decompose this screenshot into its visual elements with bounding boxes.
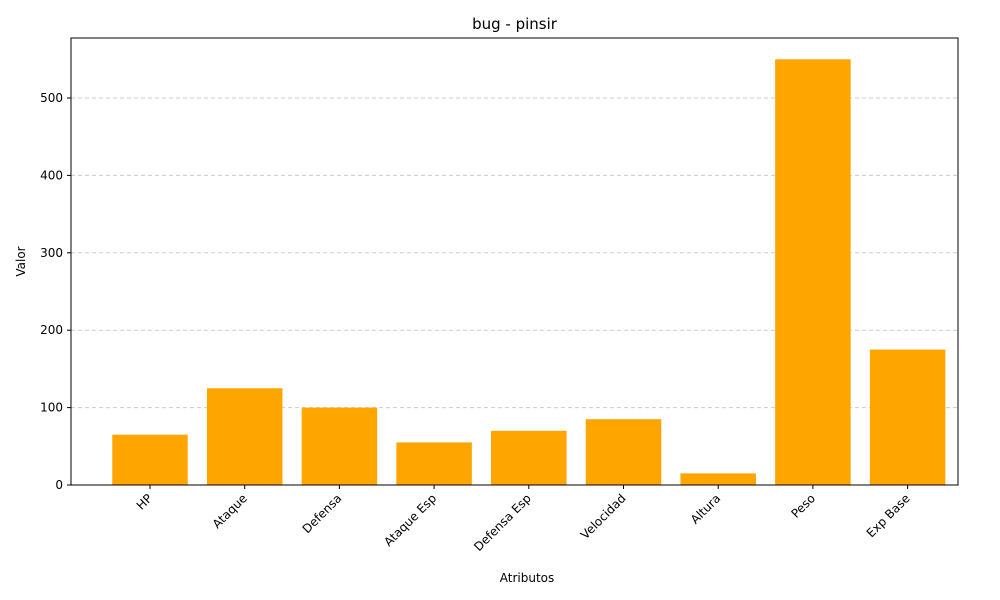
bar xyxy=(869,349,946,485)
x-tick-label: Velocidad xyxy=(578,491,629,542)
bar xyxy=(491,430,567,485)
x-tick-label: Peso xyxy=(788,491,818,521)
x-axis-ticks: HP Ataque Defensa Ataque Esp Defensa Esp Velo… xyxy=(134,485,913,554)
bar xyxy=(301,407,378,485)
bar xyxy=(585,419,662,485)
x-tick-label: Altura xyxy=(688,491,723,526)
y-tick-label: 400 xyxy=(40,168,63,182)
y-tick-label: 500 xyxy=(40,91,63,105)
chart-title: bug - pinsir xyxy=(472,15,558,33)
y-axis-title: Valor xyxy=(14,246,28,276)
bar xyxy=(680,473,756,485)
y-tick-label: 0 xyxy=(55,478,63,492)
x-tick-label: Defensa Esp xyxy=(471,491,534,554)
x-tick-label: Ataque Esp xyxy=(381,491,439,549)
y-tick-label: 200 xyxy=(40,323,63,337)
x-tick-label: Defensa xyxy=(300,491,345,536)
x-tick-label: Exp Base xyxy=(864,491,913,540)
bar xyxy=(206,388,283,485)
y-tick-label: 300 xyxy=(40,246,63,260)
x-axis-title: Atributos xyxy=(500,571,555,585)
bar xyxy=(396,442,472,485)
y-axis-ticks: 0 100 200 300 400 500 xyxy=(40,91,71,492)
x-tick-label: Ataque xyxy=(210,491,250,531)
plot-area-frame xyxy=(70,37,959,486)
bars xyxy=(112,59,946,486)
bar xyxy=(112,434,188,485)
x-tick-label: HP xyxy=(134,491,155,512)
y-tick-label: 100 xyxy=(40,401,63,415)
bar xyxy=(775,59,851,486)
